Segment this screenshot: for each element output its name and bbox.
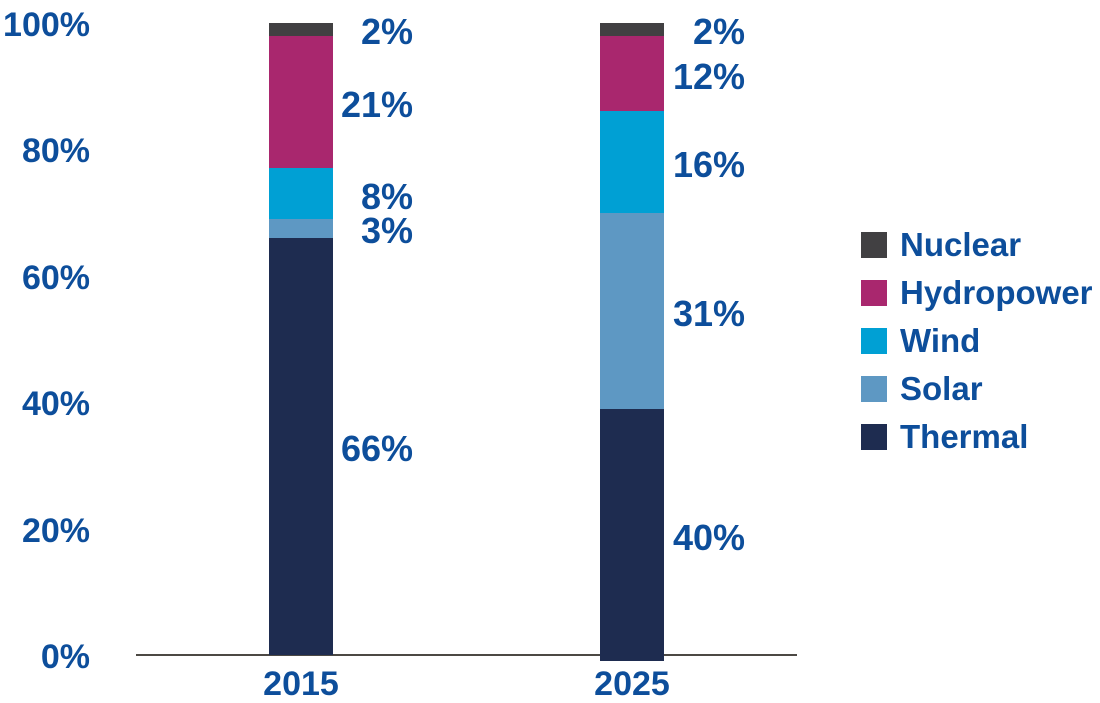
- legend-swatch-hydropower: [861, 279, 887, 306]
- legend-swatch-nuclear: [861, 231, 887, 258]
- x-axis-label-2015: 2015: [263, 665, 339, 703]
- y-axis-tick-label: 60%: [21, 258, 90, 297]
- x-axis-label-2025: 2025: [594, 665, 670, 703]
- legend-label-wind: Wind: [900, 322, 981, 359]
- value-label-2015-hydropower: 21%: [340, 84, 413, 125]
- bar-2015-segment-solar: [269, 218, 333, 238]
- y-axis-tick-label: 0%: [40, 638, 90, 676]
- bar-2015-segment-wind: [269, 168, 333, 219]
- value-label-2025-nuclear: 2%: [692, 11, 745, 53]
- value-label-2015-thermal: 66%: [340, 428, 413, 470]
- y-axis-tick-label: 20%: [21, 511, 90, 550]
- legend-label-hydropower: Hydropower: [900, 274, 1093, 311]
- value-label-2015-solar: 3%: [360, 210, 413, 252]
- legend-item-solar: Solar: [861, 372, 1093, 405]
- value-label-2025-hydropower: 12%: [672, 55, 745, 97]
- bar-2015-segment-hydropower: [269, 35, 333, 169]
- legend-item-wind: Wind: [861, 324, 1093, 357]
- legend-label-nuclear: Nuclear: [900, 226, 1022, 263]
- value-label-2025-solar: 31%: [672, 292, 745, 334]
- bar-2015-segment-thermal: [269, 237, 333, 655]
- legend-label-thermal: Thermal: [900, 418, 1029, 455]
- legend-item-thermal: Thermal: [861, 420, 1093, 453]
- bar-2025-segment-nuclear: [600, 23, 664, 36]
- y-axis-tick-label: 100%: [3, 6, 90, 44]
- value-label-2015-nuclear: 2%: [360, 11, 413, 53]
- bar-2025-segment-thermal: [600, 408, 664, 662]
- x-axis-line: [136, 654, 797, 656]
- bar-2025-segment-hydropower: [600, 35, 664, 112]
- value-label-2015-wind: 8%: [360, 175, 413, 217]
- legend-swatch-wind: [861, 327, 887, 354]
- legend-item-hydropower: Hydropower: [861, 276, 1093, 309]
- bar-2025-segment-wind: [600, 111, 664, 213]
- y-axis-tick-label: 40%: [21, 385, 90, 424]
- legend-item-nuclear: Nuclear: [861, 228, 1093, 261]
- legend-swatch-thermal: [861, 423, 887, 450]
- value-label-2025-wind: 16%: [672, 144, 745, 186]
- bar-2025-segment-solar: [600, 212, 664, 409]
- value-label-2025-thermal: 40%: [672, 516, 745, 558]
- legend-swatch-solar: [861, 375, 887, 402]
- legend-label-solar: Solar: [900, 370, 983, 407]
- y-axis-tick-label: 80%: [21, 132, 90, 171]
- legend: Nuclear Hydropower Wind Solar Thermal: [861, 228, 1093, 453]
- bar-2015-segment-nuclear: [269, 23, 333, 36]
